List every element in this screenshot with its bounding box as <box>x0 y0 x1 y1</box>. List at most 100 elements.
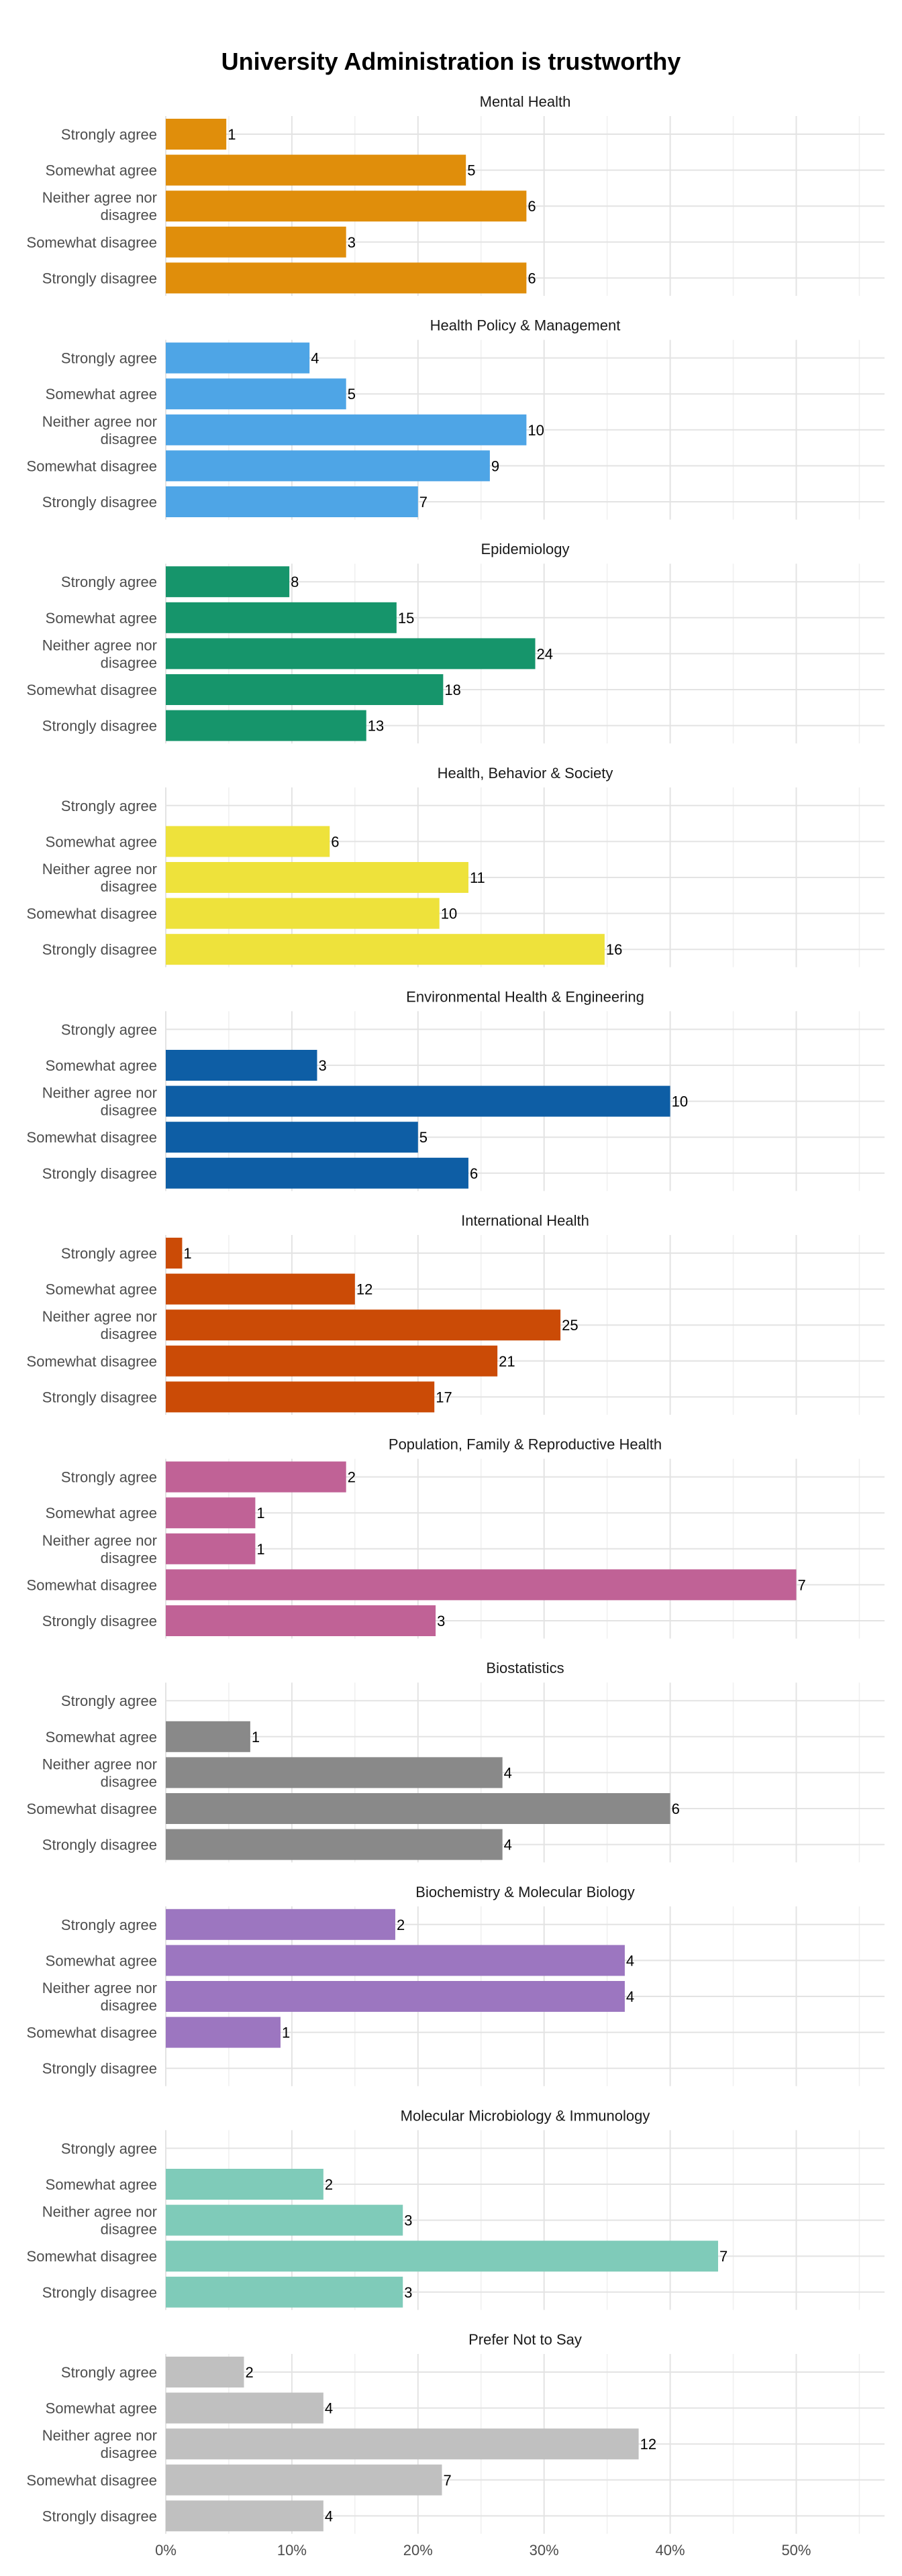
facet-international-health: International Health Strongly agree 1 Somew… <box>27 1212 885 1415</box>
category-label: Somewhat agree <box>46 1057 157 1074</box>
data-label: 5 <box>348 386 356 402</box>
data-label: 4 <box>504 1837 512 1854</box>
data-label: 2 <box>245 2364 253 2381</box>
facet-environmental-health-engineering: Environmental Health & Engineering Strong… <box>27 988 885 1191</box>
facet-molecular-microbiology-immunology: Molecular Microbiology & Immunology Stron… <box>27 2107 885 2310</box>
bar <box>166 2464 442 2496</box>
category-label: Somewhat agree <box>46 2400 157 2417</box>
x-axis: 0% 10% 20% 30% 40% 50% <box>155 2542 811 2559</box>
category-label: Strongly agree <box>61 798 157 814</box>
category-label: Somewhat disagree <box>27 682 157 698</box>
data-label: 6 <box>331 833 339 850</box>
data-label: 16 <box>606 941 622 958</box>
bar <box>166 226 346 258</box>
bar <box>166 1381 435 1413</box>
facet-biochemistry-molecular-biology: Biochemistry & Molecular Biology Strongly… <box>27 1884 885 2086</box>
facet-title: Environmental Health & Engineering <box>406 988 644 1005</box>
data-label: 2 <box>325 2176 333 2193</box>
data-label: 7 <box>719 2248 728 2265</box>
category-label: Strongly disagree <box>42 1837 157 1854</box>
bar <box>166 2276 403 2308</box>
data-label: 1 <box>256 1541 264 1558</box>
data-label: 2 <box>348 1469 356 1486</box>
data-label: 10 <box>441 906 457 922</box>
bar <box>166 2500 323 2532</box>
data-label: 3 <box>404 2284 412 2301</box>
data-label: 7 <box>443 2472 451 2489</box>
bar <box>166 934 605 965</box>
category-label: Strongly disagree <box>42 1613 157 1629</box>
category-label: Somewhat agree <box>46 1281 157 1298</box>
data-label: 1 <box>256 1505 264 1521</box>
category-label: Somewhat disagree <box>27 234 157 251</box>
category-label: Strongly disagree <box>42 1165 157 1182</box>
category-label: Somewhat agree <box>46 833 157 850</box>
category-label: Somewhat disagree <box>27 1353 157 1370</box>
category-label: Strongly agree <box>61 350 157 367</box>
category-label: Somewhat disagree <box>27 906 157 922</box>
category-label: Strongly agree <box>61 574 157 590</box>
data-label: 6 <box>672 1801 680 1817</box>
data-label: 1 <box>282 2025 290 2041</box>
bar <box>166 1981 625 2012</box>
category-label: Strongly disagree <box>42 2508 157 2524</box>
bar <box>166 1157 468 1189</box>
bar <box>166 378 346 410</box>
category-label: Strongly disagree <box>42 2060 157 2077</box>
data-label: 6 <box>528 198 536 215</box>
bar <box>166 2017 281 2048</box>
data-label: 21 <box>499 1353 515 1370</box>
bar <box>166 154 466 186</box>
bar <box>166 710 366 741</box>
x-tick-label: 0% <box>155 2542 177 2559</box>
data-label: 5 <box>419 1129 428 1146</box>
category-label: Somewhat agree <box>46 1505 157 1521</box>
category-label: Somewhat disagree <box>27 1129 157 1146</box>
chart-title: University Administration is trustworthy <box>221 48 681 75</box>
facet-title: Mental Health <box>480 93 571 110</box>
bar <box>166 1605 436 1636</box>
bar <box>166 602 397 633</box>
bar <box>166 1085 670 1117</box>
category-label: Strongly agree <box>61 126 157 143</box>
data-label: 25 <box>562 1317 578 1334</box>
bar <box>166 191 527 222</box>
bar <box>166 1461 346 1493</box>
category-label: Somewhat agree <box>46 1729 157 1746</box>
data-label: 3 <box>318 1057 326 1074</box>
facet-title: Biochemistry & Molecular Biology <box>415 1884 634 1900</box>
facet-health-policy-management: Health Policy & Management Strongly agree… <box>27 317 885 520</box>
data-label: 6 <box>470 1165 478 1182</box>
data-label: 1 <box>252 1729 260 1746</box>
category-label: Strongly agree <box>61 2364 157 2381</box>
facet-title: Health, Behavior & Society <box>438 765 613 782</box>
bar <box>166 1793 670 1824</box>
data-label: 4 <box>504 1764 512 1781</box>
category-label: Somewhat agree <box>46 386 157 402</box>
bar <box>166 1122 418 1153</box>
category-label: Strongly agree <box>61 1245 157 1262</box>
data-label: 5 <box>467 162 475 179</box>
data-label: 15 <box>398 610 414 627</box>
data-label: 4 <box>626 1952 634 1969</box>
bar <box>166 566 290 598</box>
bar <box>166 1945 625 1976</box>
bar <box>166 1497 256 1529</box>
bar <box>166 862 468 893</box>
bar <box>166 674 444 705</box>
facet-health-behavior-society: Health, Behavior & Society Strongly agree… <box>27 765 885 967</box>
category-label: Somewhat disagree <box>27 1576 157 1593</box>
bar <box>166 1345 498 1377</box>
category-label: Strongly agree <box>61 1469 157 1486</box>
facet-title: Prefer Not to Say <box>468 2331 582 2348</box>
x-tick-label: 30% <box>530 2542 559 2559</box>
data-label: 8 <box>291 574 299 590</box>
data-label: 13 <box>368 718 384 735</box>
bar <box>166 1533 256 1564</box>
category-label: Neither agree nor disagree <box>42 1532 157 1566</box>
bar <box>166 826 330 857</box>
category-label: Neither agree nor disagree <box>42 189 157 223</box>
data-label: 1 <box>183 1245 191 1262</box>
category-label: Strongly agree <box>61 1917 157 1933</box>
